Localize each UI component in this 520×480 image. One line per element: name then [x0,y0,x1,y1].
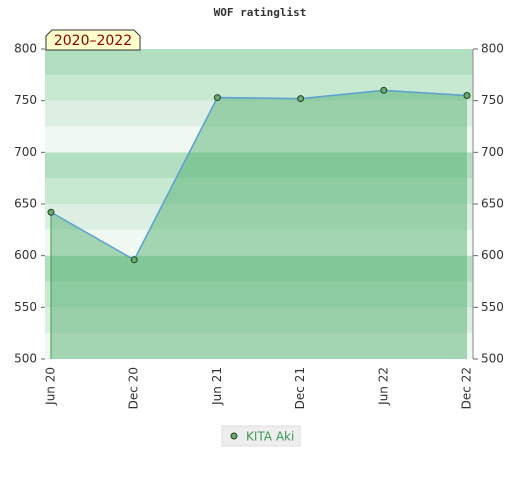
band [45,49,473,75]
band [45,152,473,179]
band [45,255,473,282]
y2-tick-label: 700 [481,145,504,159]
band [45,126,473,153]
band [45,333,473,359]
legend-label: KITA Aki [246,430,294,444]
y-tick-label: 550 [14,300,37,314]
band [45,307,473,334]
area [51,90,467,359]
point [213,94,221,102]
point [297,95,305,103]
x-tick-label: Jun 20 [44,367,58,406]
legend-box [221,425,301,447]
y-tick-label: 700 [14,145,37,159]
line [50,89,468,261]
y-tick-label: 750 [14,93,37,107]
band [45,74,473,101]
point [130,256,138,264]
band [45,204,473,230]
y2-tick-label: 750 [481,93,504,107]
legend: KITA Aki [221,425,301,447]
band [45,281,473,308]
x-tick-label: Dec 22 [460,367,474,409]
band [45,100,473,127]
band [45,178,473,204]
x-tick-label: Jun 22 [376,367,390,406]
point [380,86,388,94]
y2-tick-label: 650 [481,197,504,211]
point [47,208,55,216]
y2-tick-label: 600 [481,248,504,262]
annotation-box [45,29,141,51]
band [45,229,473,256]
annotation-text: 2020–2022 [54,33,132,49]
x-tick-label: Dec 21 [293,367,307,409]
y2-tick-label: 800 [481,42,504,56]
y2-tick-label: 500 [481,352,504,366]
y-tick-label: 500 [14,352,37,366]
annotation: 2020–2022 [45,29,141,51]
y-tick-label: 800 [14,42,37,56]
y2-tick-label: 550 [481,300,504,314]
legend-marker [230,432,238,440]
chart-title: WOF ratinglist [214,6,307,19]
x-tick-label: Dec 20 [127,367,141,409]
point [463,92,471,99]
x-tick-label: Jun 21 [210,367,224,406]
y-tick-label: 650 [14,197,37,211]
y-tick-label: 600 [14,248,37,262]
